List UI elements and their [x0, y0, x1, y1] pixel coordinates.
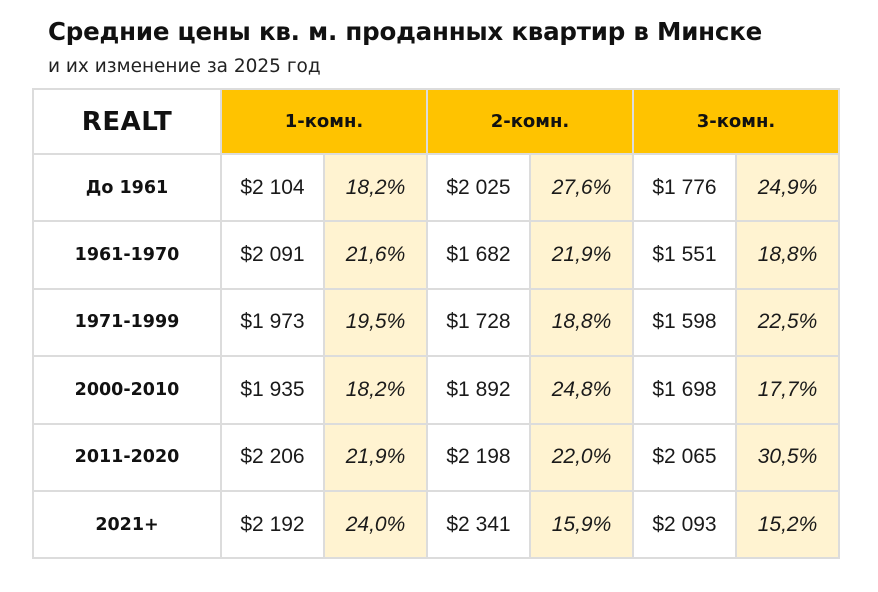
price-cell: $2 025 — [426, 152, 531, 223]
price-cell: $2 198 — [426, 422, 531, 492]
change-cell: 24,9% — [735, 152, 840, 223]
change-cell: 18,8% — [735, 220, 840, 290]
change-cell: 19,5% — [323, 287, 428, 358]
change-cell: 22,0% — [529, 422, 634, 492]
table-row: 2011-2020 $2 206 21,9% $2 198 22,0% $2 065 30,… — [32, 422, 840, 492]
price-cell: $1 892 — [426, 355, 531, 425]
price-cell: $2 104 — [220, 152, 325, 223]
price-cell: $1 776 — [632, 152, 737, 223]
row-period-label: 2000-2010 — [32, 355, 222, 425]
change-cell: 21,6% — [323, 220, 428, 290]
table-row: 1971-1999 $1 973 19,5% $1 728 18,8% $1 598 22,… — [32, 287, 840, 358]
row-period-label: До 1961 — [32, 152, 222, 223]
table-row: 1961-1970 $2 091 21,6% $1 682 21,9% $1 551 18,… — [32, 220, 840, 290]
price-cell: $1 682 — [426, 220, 531, 290]
row-period-label: 1961-1970 — [32, 220, 222, 290]
price-cell: $1 973 — [220, 287, 325, 358]
change-cell: 21,9% — [323, 422, 428, 492]
price-cell: $1 598 — [632, 287, 737, 358]
price-cell: $2 091 — [220, 220, 325, 290]
change-cell: 17,7% — [735, 355, 840, 425]
change-cell: 24,8% — [529, 355, 634, 425]
row-period-label: 1971-1999 — [32, 287, 222, 358]
row-period-label: 2011-2020 — [32, 422, 222, 492]
price-cell: $1 728 — [426, 287, 531, 358]
price-cell: $1 551 — [632, 220, 737, 290]
change-cell: 24,0% — [323, 489, 428, 560]
logo-cell: REALT — [32, 88, 222, 155]
chart-title: Средние цены кв. м. проданных квартир в … — [48, 17, 763, 46]
price-cell: $2 093 — [632, 489, 737, 560]
column-header: 1-комн. — [220, 88, 428, 155]
price-cell: $2 206 — [220, 422, 325, 492]
change-cell: 18,2% — [323, 152, 428, 223]
change-cell: 15,2% — [735, 489, 840, 560]
price-cell: $1 935 — [220, 355, 325, 425]
table-row: 2021+ $2 192 24,0% $2 341 15,9% $2 093 15,2% — [32, 489, 840, 560]
table-row: 2000-2010 $1 935 18,2% $1 892 24,8% $1 698 17,… — [32, 355, 840, 425]
column-header: 2-комн. — [426, 88, 634, 155]
change-cell: 21,9% — [529, 220, 634, 290]
table-header-row: REALT 1-комн. 2-комн. 3-комн. — [32, 88, 840, 155]
price-cell: $2 341 — [426, 489, 531, 560]
column-header: 3-комн. — [632, 88, 840, 155]
chart-subtitle: и их изменение за 2025 год — [48, 56, 321, 77]
realt-logo: REALT — [81, 106, 173, 137]
change-cell: 18,8% — [529, 287, 634, 358]
price-cell: $2 065 — [632, 422, 737, 492]
price-cell: $2 192 — [220, 489, 325, 560]
row-period-label: 2021+ — [32, 489, 222, 560]
change-cell: 30,5% — [735, 422, 840, 492]
table-row: До 1961 $2 104 18,2% $2 025 27,6% $1 776 24,9% — [32, 152, 840, 223]
change-cell: 18,2% — [323, 355, 428, 425]
price-table: REALT 1-комн. 2-комн. 3-комн. До 1961 $2 … — [32, 88, 840, 560]
change-cell: 15,9% — [529, 489, 634, 560]
change-cell: 27,6% — [529, 152, 634, 223]
change-cell: 22,5% — [735, 287, 840, 358]
price-cell: $1 698 — [632, 355, 737, 425]
